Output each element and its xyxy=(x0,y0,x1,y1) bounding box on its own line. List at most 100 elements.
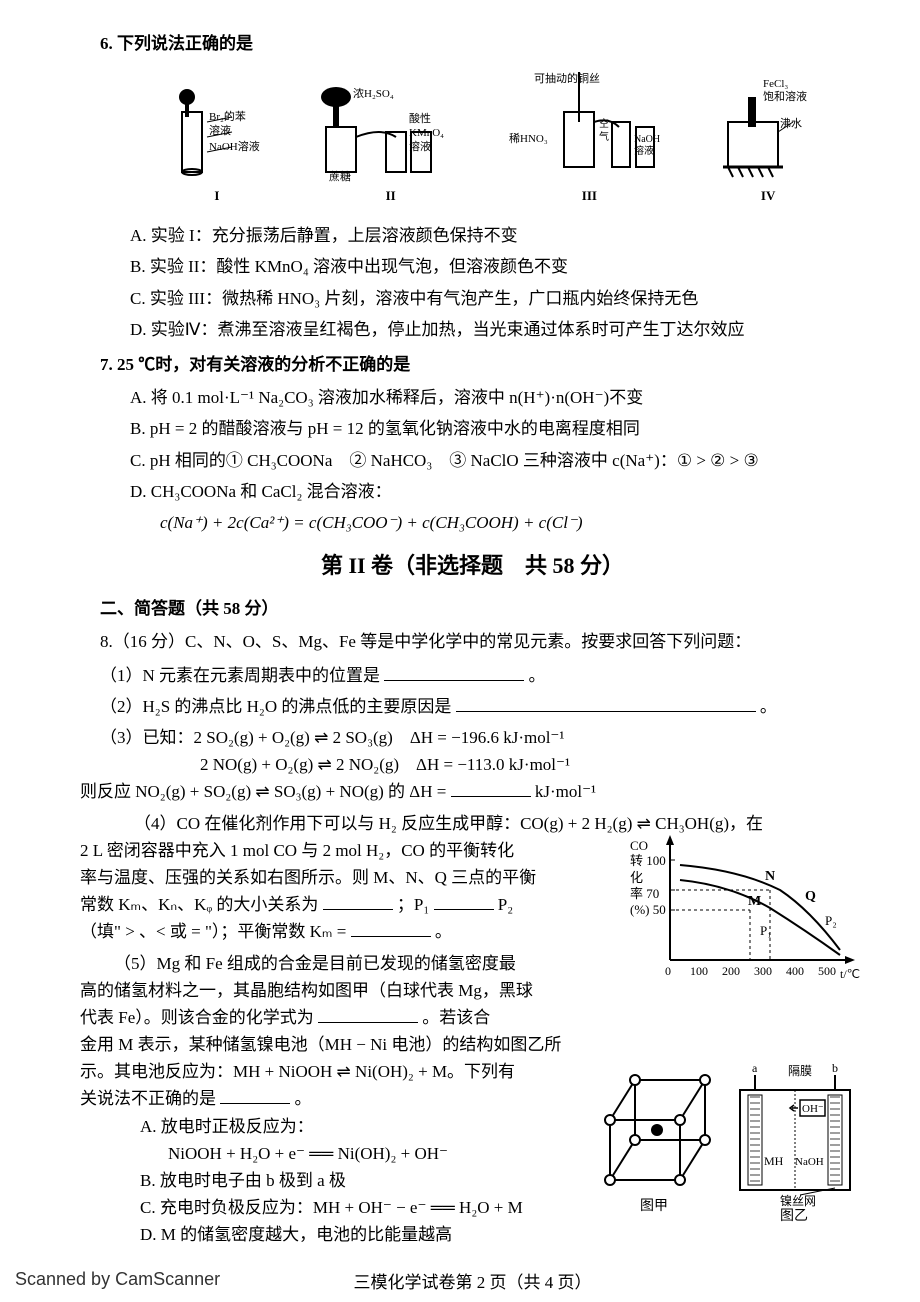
svg-text:可抽动的铜丝: 可抽动的铜丝 xyxy=(534,72,600,85)
svg-text:(%) 50: (%) 50 xyxy=(630,902,666,917)
q8-p5-l1: （5）Mg 和 Fe 组成的合金是目前已发现的储氢密度最 xyxy=(80,950,580,977)
q8-p5-l6b: 。 xyxy=(295,1089,312,1108)
q8-p4-l4a: 常数 Kₘ、Kₙ、Kᵩ 的大小关系为 xyxy=(80,895,318,914)
q6-option-a: A. 实验 I：充分振荡后静置，上层溶液颜色保持不变 xyxy=(130,222,845,249)
apparatus-2-svg: 浓H₂SO₄ 蔗糖 酸性 KMnO₄ 溶液 xyxy=(311,72,471,182)
q8-part-1: （1）N 元素在元素周期表中的位置是 。 xyxy=(100,662,845,689)
blank-4a[interactable] xyxy=(323,893,393,910)
svg-text:图甲: 图甲 xyxy=(640,1199,668,1214)
svg-text:饱和溶液: 饱和溶液 xyxy=(763,89,807,103)
q6-option-d: D. 实验Ⅳ：煮沸至溶液呈红褐色，停止加热，当光束通过体系时可产生丁达尔效应 xyxy=(130,316,845,343)
svg-text:N: N xyxy=(765,869,775,884)
co-conversion-chart: CO 转 100 化 率 70 (%) 50 N Q M P₁ P₂ 0 100… xyxy=(630,830,860,990)
q8-p4-l4c: P₂ xyxy=(498,895,513,914)
blank-5[interactable] xyxy=(351,920,431,937)
svg-text:率 70: 率 70 xyxy=(630,886,659,901)
svg-text:KMnO₄: KMnO₄ xyxy=(409,127,444,139)
q8-p2-text: （2）H₂S 的沸点比 H₂O 的沸点低的主要原因是 xyxy=(100,697,451,716)
svg-text:溶液: 溶液 xyxy=(209,123,231,137)
svg-text:200: 200 xyxy=(722,964,740,978)
svg-text:300: 300 xyxy=(754,964,772,978)
apparatus-3-svg: 可抽动的铜丝 稀HNO₃ 空 气 NaOH 溶液 xyxy=(504,72,674,182)
q8-p1-text: （1）N 元素在元素周期表中的位置是 xyxy=(100,666,380,685)
svg-text:P₂: P₂ xyxy=(825,913,837,928)
q8-title: 8.（16 分）C、N、O、S、Mg、Fe 等是中学化学中的常见元素。按要求回答… xyxy=(100,628,845,655)
apparatus-1-svg: Br₂的苯 溶液 NaOH溶液 xyxy=(157,72,277,182)
svg-text:溶液: 溶液 xyxy=(409,139,431,153)
svg-text:图乙: 图乙 xyxy=(780,1208,808,1224)
q7-option-a: A. 将 0.1 mol·L⁻¹ Na₂CO₃ 溶液加水稀释后，溶液中 n(H⁺… xyxy=(130,384,845,411)
question-7: 7. 25 ℃时，对有关溶液的分析不正确的是 A. 将 0.1 mol·L⁻¹ … xyxy=(100,351,845,536)
q8-part-2: （2）H₂S 的沸点比 H₂O 的沸点低的主要原因是 。 xyxy=(100,693,845,720)
blank-3[interactable] xyxy=(451,780,531,797)
diagram-3-label: III xyxy=(582,186,597,207)
svg-text:稀HNO₃: 稀HNO₃ xyxy=(509,132,548,145)
q6-option-c: C. 实验 III：微热稀 HNO₃ 片刻，溶液中有气泡产生，广口瓶内始终保持无… xyxy=(130,285,845,312)
svg-text:NaOH: NaOH xyxy=(634,134,660,145)
q8-p2-end: 。 xyxy=(760,697,777,716)
svg-text:500: 500 xyxy=(818,964,836,978)
q8-p3-unit: kJ·mol⁻¹ xyxy=(535,782,596,801)
q8-p4-l5: （填" > 、< 或 = "）；平衡常数 Kₘ = 。 xyxy=(80,918,580,945)
svg-text:400: 400 xyxy=(786,964,804,978)
q8-p5-l4: 金用 M 表示，某种储氢镍电池（MH − Ni 电池）的结构如图乙所 xyxy=(80,1031,580,1058)
svg-text:溶液: 溶液 xyxy=(634,144,654,157)
svg-text:CO: CO xyxy=(630,838,648,853)
svg-text:镍丝网: 镍丝网 xyxy=(780,1194,816,1208)
svg-text:Q: Q xyxy=(805,889,816,904)
q7-option-d: D. CH₃COONa 和 CaCl₂ 混合溶液： xyxy=(130,478,845,505)
q8-p3-line1: （3）已知：2 SO₂(g) + O₂(g) ⇌ 2 SO₃(g) ΔH = −… xyxy=(100,724,845,751)
q6-diagrams: Br₂的苯 溶液 NaOH溶液 I 浓H₂SO₄ 蔗糖 酸性 KMnO₄ 溶液 … xyxy=(140,67,845,207)
diagram-4-label: IV xyxy=(761,186,775,207)
question-6: 6. 下列说法正确的是 Br₂的苯 溶液 NaOH溶液 I 浓 xyxy=(100,30,845,343)
section-2-sub: 二、简答题（共 58 分） xyxy=(100,595,845,622)
q8-p3-line2: 2 NO(g) + O₂(g) ⇌ 2 NO₂(g) ΔH = −113.0 k… xyxy=(200,751,845,778)
q8-p4-l3: 率与温度、压强的关系如右图所示。则 M、N、Q 三点的平衡 xyxy=(80,864,580,891)
svg-text:P₁: P₁ xyxy=(760,923,772,938)
q8-part-3: （3）已知：2 SO₂(g) + O₂(g) ⇌ 2 SO₃(g) ΔH = −… xyxy=(100,724,845,806)
svg-text:浓H₂SO₄: 浓H₂SO₄ xyxy=(353,87,394,100)
q8-p5-l3b: 。若该合 xyxy=(422,1008,490,1027)
q6-option-b: B. 实验 II：酸性 KMnO₄ 溶液中出现气泡，但溶液颜色不变 xyxy=(130,253,845,280)
svg-text:100: 100 xyxy=(690,964,708,978)
q8-p5-l6: 关说法不正确的是 。 xyxy=(80,1085,580,1112)
svg-text:0: 0 xyxy=(665,964,671,978)
q8-p5-l2: 高的储氢材料之一，其晶胞结构如图甲（白球代表 Mg，黑球 xyxy=(80,977,580,1004)
battery-svg: 图甲 a 隔膜 b OH⁻ MH NaOH 镍丝网 图乙 xyxy=(600,1060,860,1230)
svg-text:a: a xyxy=(752,1061,758,1075)
q8-p4-l5a: （填" > 、< 或 = "）；平衡常数 Kₘ = xyxy=(80,922,346,941)
q8-p1-end: 。 xyxy=(529,666,546,685)
q8-p5-l3: 代表 Fe）。则该合金的化学式为 。若该合 xyxy=(80,1004,580,1031)
blank-4b[interactable] xyxy=(434,893,494,910)
svg-text:MH: MH xyxy=(764,1154,784,1168)
diagram-2-label: II xyxy=(386,186,396,207)
blank-7[interactable] xyxy=(220,1087,290,1104)
q7-option-b: B. pH = 2 的醋酸溶液与 pH = 12 的氢氧化钠溶液中水的电离程度相… xyxy=(130,415,845,442)
scanner-watermark: Scanned by CamScanner xyxy=(15,1265,220,1294)
svg-text:空: 空 xyxy=(599,117,609,130)
q7-option-c: C. pH 相同的① CH₃COONa ② NaHCO₃ ③ NaClO 三种溶… xyxy=(130,447,845,474)
q8-p3-q-text: 则反应 NO₂(g) + SO₂(g) ⇌ SO₃(g) + NO(g) 的 Δ… xyxy=(80,782,446,801)
svg-text:蔗糖: 蔗糖 xyxy=(329,169,351,182)
svg-text:隔膜: 隔膜 xyxy=(788,1064,812,1078)
q6-title: 6. 下列说法正确的是 xyxy=(100,30,845,57)
q7-option-d-equation: c(Na⁺) + 2c(Ca²⁺) = c(CH₃COO⁻) + c(CH₃CO… xyxy=(160,509,845,536)
svg-text:气: 气 xyxy=(599,130,609,143)
battery-diagrams: 图甲 a 隔膜 b OH⁻ MH NaOH 镍丝网 图乙 xyxy=(600,1060,860,1230)
svg-text:FeCl₃: FeCl₃ xyxy=(763,78,788,90)
blank-6[interactable] xyxy=(318,1006,418,1023)
svg-text:转 100: 转 100 xyxy=(630,853,666,868)
svg-text:NaOH溶液: NaOH溶液 xyxy=(209,139,260,153)
blank-1[interactable] xyxy=(384,664,524,681)
blank-2[interactable] xyxy=(456,695,756,712)
svg-text:b: b xyxy=(832,1061,838,1075)
section-2-header: 第 II 卷（非选择题 共 58 分） xyxy=(100,548,845,583)
q8-p4-l4b: ；P₁ xyxy=(397,895,429,914)
svg-text:NaOH: NaOH xyxy=(795,1156,824,1168)
diagram-4: FeCl₃ 饱和溶液 沸水 IV xyxy=(708,72,828,207)
q7-title: 7. 25 ℃时，对有关溶液的分析不正确的是 xyxy=(100,351,845,378)
diagram-1-label: I xyxy=(214,186,219,207)
diagram-3: 可抽动的铜丝 稀HNO₃ 空 气 NaOH 溶液 III xyxy=(504,72,674,207)
q8-p4-l5b: 。 xyxy=(435,922,452,941)
svg-text:Br₂的苯: Br₂的苯 xyxy=(209,109,246,123)
